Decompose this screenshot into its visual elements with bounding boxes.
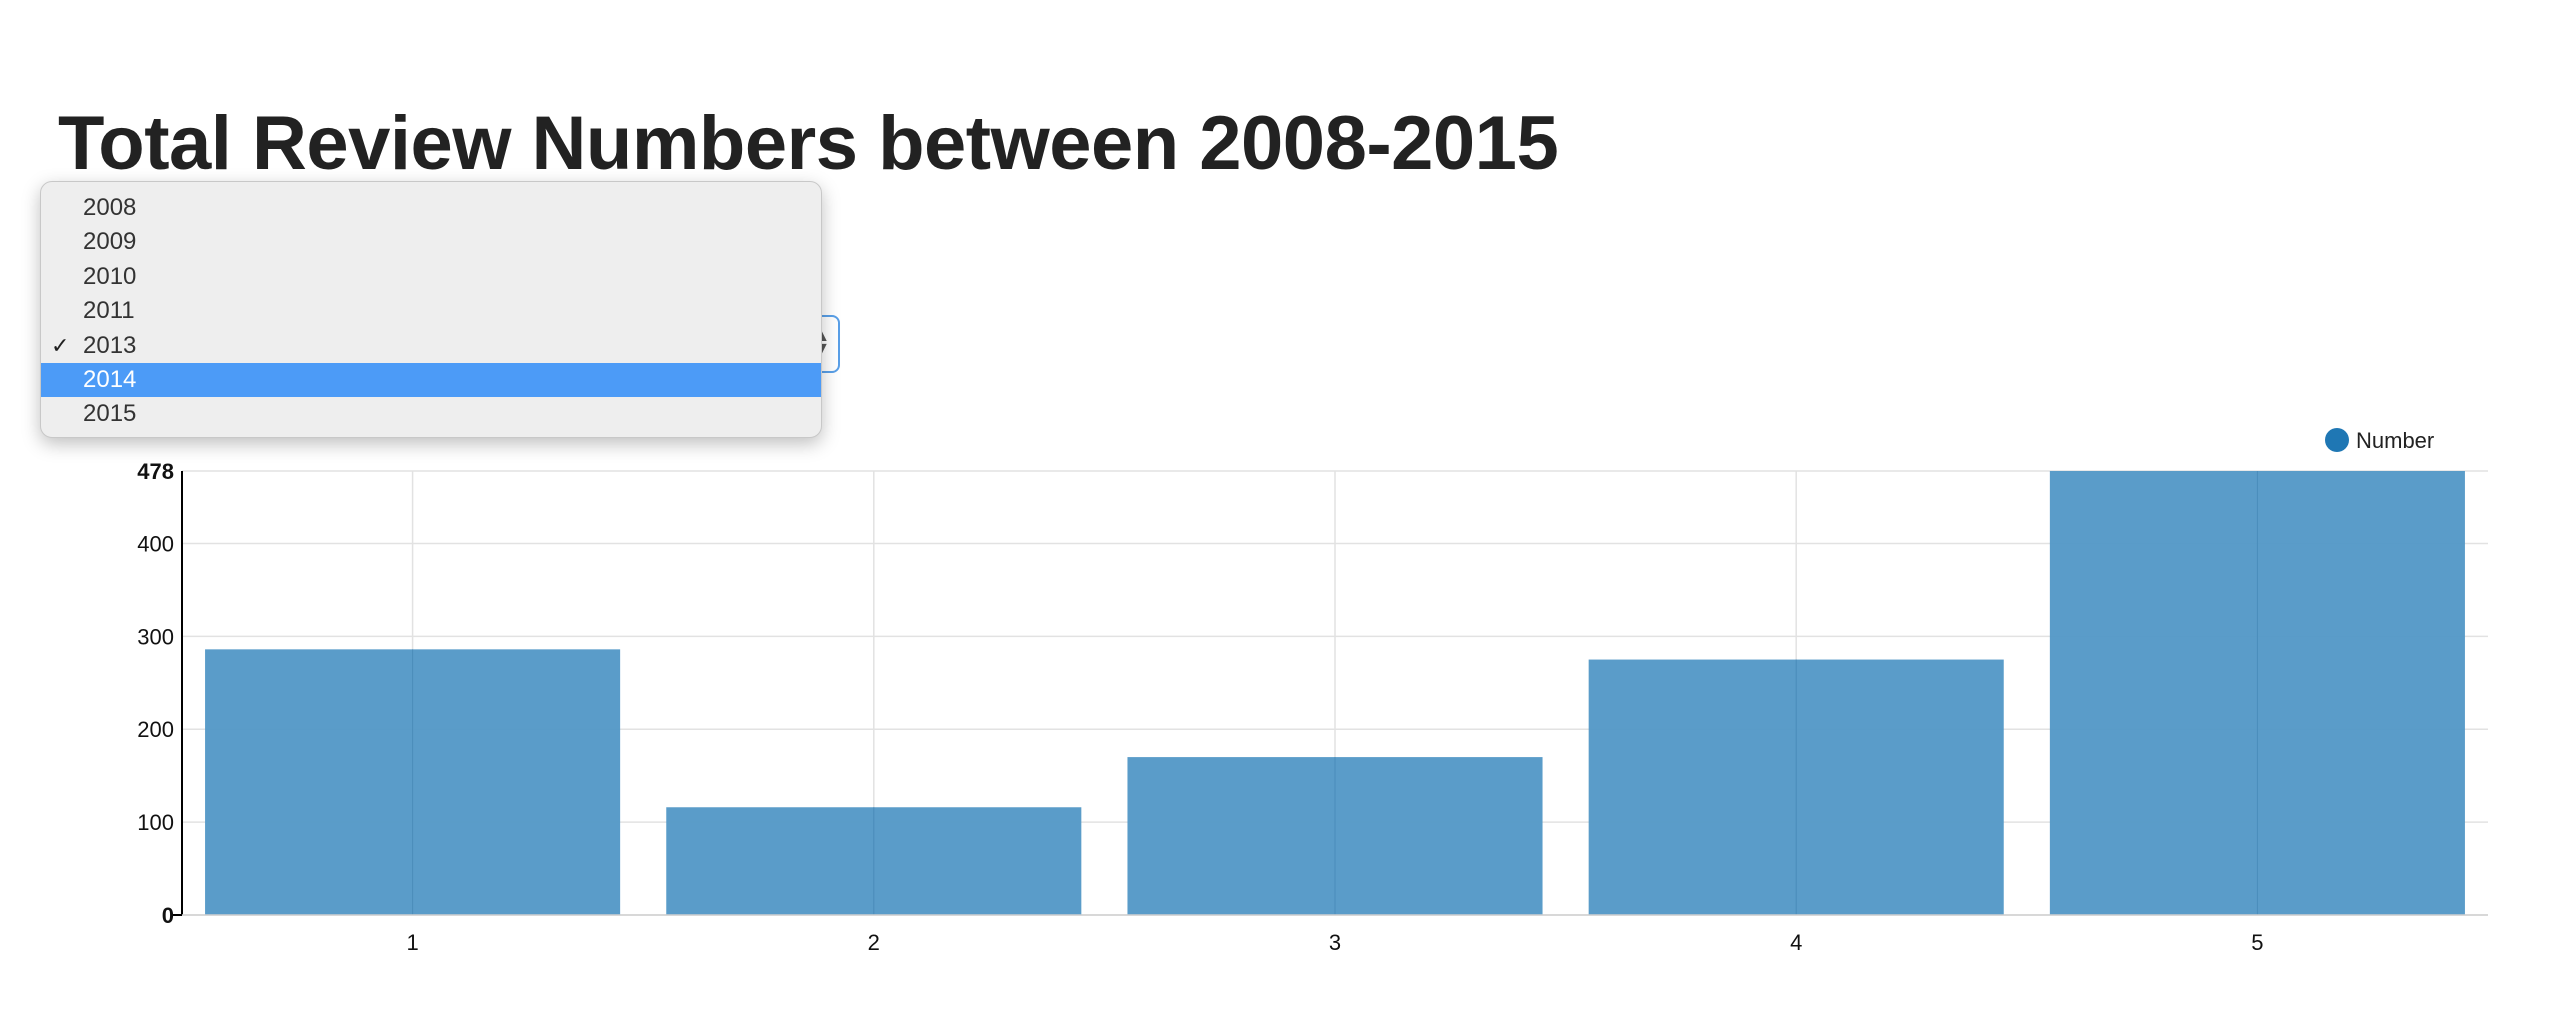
x-tick-label: 1 [406,930,418,955]
dropdown-option-label: 2011 [83,297,135,325]
x-tick-label: 4 [1790,930,1802,955]
x-tick-label: 3 [1329,930,1341,955]
y-tick-label: 300 [137,624,174,649]
dropdown-option-2015[interactable]: 2015 [41,397,821,431]
y-tick-label: 400 [137,531,174,556]
y-tick-label: 0 [162,903,174,928]
dropdown-option-2013[interactable]: ✓ 2013 [41,329,821,363]
dropdown-option-label: 2010 [83,262,137,290]
dropdown-option-2010[interactable]: 2010 [41,260,821,294]
year-dropdown-menu[interactable]: 2008 2009 2010 2011 ✓ 2013 2014 2015 [40,181,822,438]
y-tick-label: 200 [137,717,174,742]
dropdown-option-2014[interactable]: 2014 [41,362,821,398]
checkmark-icon: ✓ [51,332,70,358]
x-tick-label: 5 [2251,930,2263,955]
dropdown-option-2011[interactable]: 2011 [41,294,821,328]
legend-label-number[interactable]: Number [2356,428,2434,453]
dropdown-option-2009[interactable]: 2009 [41,225,821,259]
dropdown-option-label: 2015 [83,400,137,428]
bars [205,471,2465,915]
dropdown-option-label: 2014 [83,365,137,393]
x-tick-label: 2 [868,930,880,955]
dropdown-option-label: 2008 [83,194,137,221]
dropdown-option-label: 2009 [83,228,137,256]
legend-marker[interactable] [2325,428,2349,452]
y-tick-label: 478 [137,459,174,484]
legend: Number [2325,428,2434,453]
tick-labels: 0 100 200 300 400 478 1 2 3 4 5 [137,459,2263,955]
dropdown-option-label: 2013 [83,331,137,359]
dropdown-option-2008[interactable]: 2008 [41,191,821,225]
page-title: Total Review Numbers between 2008-2015 [58,101,1559,186]
axes [172,471,2488,916]
y-tick-label: 100 [137,810,174,835]
